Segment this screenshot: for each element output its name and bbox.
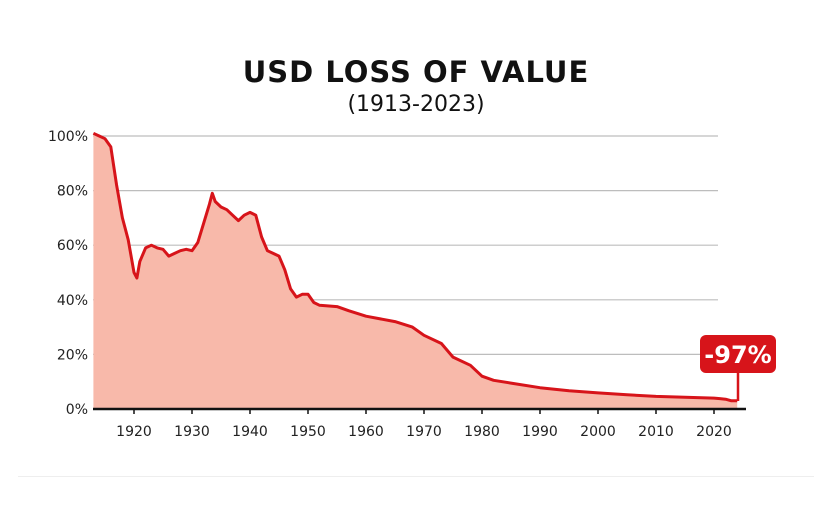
y-tick-label: 20% [57, 347, 88, 363]
x-tick-label: 1960 [348, 424, 384, 440]
x-tick-label: 1920 [116, 424, 152, 440]
x-tick-label: 1970 [406, 424, 442, 440]
x-tick-label: 1950 [290, 424, 326, 440]
y-tick-label: 100% [48, 129, 88, 145]
y-tick-label: 40% [57, 293, 88, 309]
y-tick-label: 60% [57, 238, 88, 254]
divider [18, 476, 814, 477]
x-tick-label: 2000 [580, 424, 616, 440]
annotation-label: -97% [704, 341, 771, 369]
x-tick-label: 1930 [174, 424, 210, 440]
chart-title: USD LOSS OF VALUE [242, 55, 590, 89]
series-line [92, 131, 738, 403]
y-tick-label: 0% [66, 402, 88, 418]
chart-subtitle: (1913-2023) [347, 92, 485, 117]
x-tick-label: 2010 [638, 424, 674, 440]
x-tick-label: 1990 [522, 424, 558, 440]
annotation-badge [700, 335, 776, 373]
area-fill [93, 133, 738, 410]
x-tick-label: 2020 [696, 424, 732, 440]
y-tick-label: 80% [57, 184, 88, 200]
x-tick-label: 1940 [232, 424, 268, 440]
x-tick-label: 1980 [464, 424, 500, 440]
